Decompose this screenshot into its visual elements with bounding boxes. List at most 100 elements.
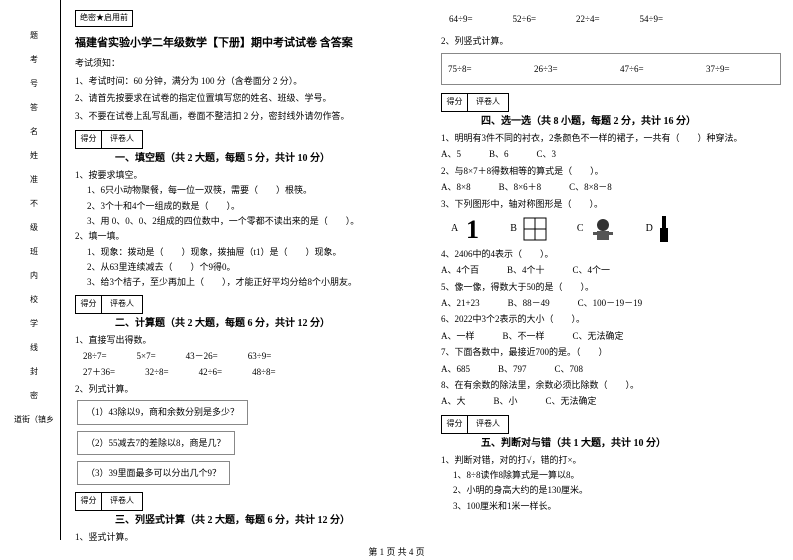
shape-c: C — [577, 216, 616, 242]
shape-choices: A 1 B C D — [451, 215, 781, 243]
shape-label: C — [577, 221, 584, 237]
shape-a: A 1 — [451, 216, 480, 242]
q: 1、8÷8读作8除算式是一算以8。 — [453, 468, 781, 482]
reviewer-label: 评卷人 — [102, 296, 142, 313]
page-container: 题 考 号 答 名 姓 准 不 级 班 内 校 学 线 封 密 道街（镇乡 绝密… — [0, 0, 793, 540]
expr: 26÷3= — [534, 62, 602, 76]
calc-row: 64÷9= 52÷6= 22÷4= 54÷9= — [449, 12, 781, 26]
sub-q-box: （3）39里面最多可以分出几个9？ — [77, 461, 230, 485]
q: 3、给3个桔子，至少再加上（ ），才能正好平均分给8个小朋友。 — [87, 275, 415, 289]
choices: A、8×8 B、8×6＋8 C、8×8－8 — [441, 180, 781, 194]
expr: 27＋36= — [83, 365, 115, 379]
choices: A、685 B、797 C、708 — [441, 362, 781, 376]
margin-label: 答 — [8, 100, 60, 116]
margin-label: 准 — [8, 172, 60, 188]
reviewer-label: 评卷人 — [102, 131, 142, 148]
margin-label: 学 — [8, 316, 60, 332]
reviewer-label: 评卷人 — [468, 416, 508, 433]
opt: B、797 — [498, 362, 527, 376]
expr: 42÷6= — [199, 365, 223, 379]
reviewer-label: 评卷人 — [102, 493, 142, 510]
expr: 37÷9= — [706, 62, 774, 76]
opt: A、21+23 — [441, 296, 480, 310]
score-box: 得分 评卷人 — [441, 415, 509, 434]
right-column: 64÷9= 52÷6= 22÷4= 54÷9= 2、列竖式计算。 75÷8= 2… — [427, 0, 793, 540]
choices: A、一样 B、不一样 C、无法确定 — [441, 329, 781, 343]
q: 1、6只小动物聚餐，每一位一双筷，需要（ ）根筷。 — [87, 183, 415, 197]
q: 2、填一填。 — [75, 229, 415, 243]
expr: 28÷7= — [83, 349, 107, 363]
binding-margin: 题 考 号 答 名 姓 准 不 级 班 内 校 学 线 封 密 道街（镇乡 — [0, 0, 60, 540]
margin-label: 校 — [8, 292, 60, 308]
q: 2、列竖式计算。 — [441, 34, 781, 48]
section-1-title: 一、填空题（共 2 大题，每题 5 分，共计 10 分） — [115, 151, 415, 167]
margin-label: 名 — [8, 124, 60, 140]
opt: A、4个百 — [441, 263, 479, 277]
q: 8、在有余数的除法里，余数必须比除数（ ）。 — [441, 378, 781, 392]
choices: A、5 B、6 C、3 — [441, 147, 781, 161]
opt: C、8×8－8 — [569, 180, 612, 194]
opt: B、8×6＋8 — [499, 180, 542, 194]
sub-q-box: （2）55减去7的差除以8，商是几？ — [77, 431, 235, 455]
score-box: 得分 评卷人 — [75, 295, 143, 314]
shape-d: D — [646, 215, 669, 243]
calc-grid: 75÷8= 26÷3= 47÷6= 37÷9= — [441, 53, 781, 85]
svg-text:1: 1 — [466, 216, 479, 242]
q: 7、下面各数中，最接近700的是。（ ） — [441, 345, 781, 359]
q: 1、直接写出得数。 — [75, 333, 415, 347]
margin-label: 班 — [8, 244, 60, 260]
margin-label: 题 — [8, 28, 60, 44]
expr: 63÷9= — [248, 349, 272, 363]
q: 2、3个十和4个一组成的数是（ ）。 — [87, 199, 415, 213]
opt: C、无法确定 — [546, 394, 597, 408]
note-line: 2、请首先按要求在试卷的指定位置填写您的姓名、班级、学号。 — [75, 91, 415, 105]
expr: 5×7= — [137, 349, 156, 363]
margin-label: 号 — [8, 76, 60, 92]
shape-label: B — [510, 221, 517, 237]
choices: A、大 B、小 C、无法确定 — [441, 394, 781, 408]
score-box: 得分 评卷人 — [75, 492, 143, 511]
choices: A、21+23 B、88－49 C、100－19－19 — [441, 296, 781, 310]
section-5-title: 五、判断对与错（共 1 大题，共计 10 分） — [481, 436, 781, 452]
opt: C、无法确定 — [573, 329, 624, 343]
score-box: 得分 评卷人 — [75, 130, 143, 149]
notes-head: 考试须知： — [75, 56, 415, 70]
comb-icon — [659, 215, 669, 243]
section-2-title: 二、计算题（共 2 大题，每题 6 分，共计 12 分） — [115, 316, 415, 332]
expr: 43－26= — [186, 349, 218, 363]
q: 2、小明的身高大约的是130厘米。 — [453, 483, 781, 497]
digit-one-icon: 1 — [464, 216, 480, 242]
secrecy-tag: 绝密★启用前 — [75, 10, 133, 27]
score-label: 得分 — [76, 296, 102, 313]
score-label: 得分 — [76, 493, 102, 510]
expr: 32÷8= — [145, 365, 169, 379]
opt: A、一样 — [441, 329, 475, 343]
q: 1、明明有3件不同的衬衣，2条颜色不一样的裙子，一共有（ ）种穿法。 — [441, 131, 781, 145]
q: 3、用 0、0、0、2组成的四位数中，一个零都不读出来的是（ ）。 — [87, 214, 415, 228]
score-box: 得分 评卷人 — [441, 93, 509, 112]
q: 3、下列图形中，轴对称图形是（ ）。 — [441, 197, 781, 211]
margin-label: 内 — [8, 268, 60, 284]
q: 6、2022中3个2表示的大小（ ）。 — [441, 312, 781, 326]
expr: 47÷6= — [620, 62, 688, 76]
margin-label: 考 — [8, 52, 60, 68]
expr: 52÷6= — [513, 12, 537, 26]
section-4-title: 四、选一选（共 8 小题，每题 2 分，共计 16 分） — [481, 114, 781, 130]
margin-label: 封 — [8, 364, 60, 380]
margin-label: 道街（镇乡 — [8, 412, 60, 428]
margin-label: 线 — [8, 340, 60, 356]
window-icon — [523, 217, 547, 241]
opt: B、小 — [494, 394, 518, 408]
exam-title: 福建省实验小学二年级数学【下册】期中考试试卷 含答案 — [75, 35, 415, 53]
expr: 64÷9= — [449, 12, 473, 26]
opt: C、4个一 — [573, 263, 611, 277]
margin-label: 不 — [8, 196, 60, 212]
score-label: 得分 — [76, 131, 102, 148]
page-footer: 第 1 页 共 4 页 — [0, 545, 793, 558]
margin-label: 密 — [8, 388, 60, 404]
q: 2、与8×7＋8得数相等的算式是（ ）。 — [441, 164, 781, 178]
q: 4、2406中的4表示（ ）。 — [441, 247, 781, 261]
q: 2、从63里连续减去（ ）个9得0。 — [87, 260, 415, 274]
margin-label: 级 — [8, 220, 60, 236]
calc-row: 27＋36= 32÷8= 42÷6= 48÷8= — [83, 365, 415, 379]
